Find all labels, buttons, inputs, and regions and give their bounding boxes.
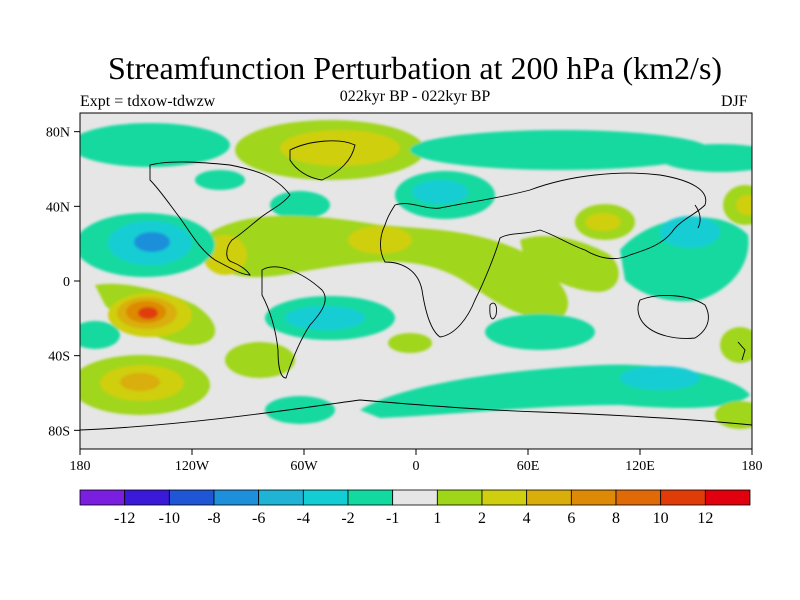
negative-anomaly-canada (195, 170, 245, 190)
coastline-australia (637, 295, 709, 339)
colorbar: -12 -10 -8 -6 -4 -2 -1 1 2 4 6 8 10 12 (79, 489, 751, 527)
experiment-label: Expt = tdxow-tdwzw (80, 93, 216, 110)
colorbar-swatch (615, 489, 662, 506)
lat-tick-label: 0 (63, 275, 70, 290)
colorbar-label: -8 (207, 510, 220, 527)
positive-anomaly-asia-core (585, 213, 621, 231)
colorbar-swatch (168, 489, 215, 506)
map-title: Streamfunction Perturbation at 200 hPa (… (107, 50, 723, 86)
colorbar-label: 12 (697, 510, 713, 527)
colorbar-swatch (213, 489, 260, 506)
lon-tick-label: 0 (413, 459, 420, 474)
negative-anomaly-south-pacific-west (80, 321, 120, 349)
negative-anomaly-siberia (410, 130, 710, 170)
positive-anomaly-nw-pacific-core (736, 195, 752, 215)
colorbar-label: -12 (114, 510, 135, 527)
colorbar-swatch (481, 489, 528, 506)
positive-anomaly-arctic-core (280, 130, 400, 166)
coastline-layer (80, 140, 752, 431)
negative-anomaly-south-indian (485, 314, 595, 350)
colorbar-label: 6 (567, 510, 575, 527)
colorbar-swatch (302, 489, 349, 506)
colorbar-swatch (704, 489, 751, 506)
colorbar-label: 1 (433, 510, 441, 527)
negative-anomaly-west-pacific-core (660, 216, 720, 248)
lon-tick-label: 60E (517, 459, 540, 474)
negative-anomaly-drake (265, 396, 335, 424)
colorbar-label: -2 (341, 510, 354, 527)
colorbar-swatch (347, 489, 394, 506)
positive-anomaly-nz (720, 327, 752, 363)
lon-tick-label: 120E (625, 459, 655, 474)
positive-anomaly-tropical-core (348, 226, 412, 254)
positive-anomaly-southern-pacific-core (120, 373, 160, 391)
colorbar-label: 2 (478, 510, 486, 527)
colorbar-label: 10 (653, 510, 669, 527)
negative-anomaly-southern-ocean-core (620, 366, 700, 390)
season-label: DJF (721, 93, 748, 110)
colorbar-label: 8 (612, 510, 620, 527)
colorbar-label: -10 (159, 510, 180, 527)
negative-anomaly-pacific-arctic (80, 123, 230, 167)
negative-anomaly-atlantic (270, 191, 330, 219)
coastline-north-america (149, 161, 291, 276)
lon-tick-label: 180 (742, 459, 763, 474)
lon-tick-label: 60W (290, 459, 318, 474)
map-subtitle: 022kyr BP - 022kyr BP (339, 88, 491, 105)
lat-tick-label: 80S (48, 424, 70, 439)
negative-anomaly-far-east (660, 144, 752, 172)
coastline-greenland (289, 140, 356, 181)
colorbar-swatch (526, 489, 572, 506)
latitude-axis: 80N 40N 0 40S 80S (46, 126, 80, 439)
colorbar-label: -4 (297, 510, 310, 527)
colorbar-swatch (570, 489, 617, 506)
colorbar-swatch (79, 489, 126, 506)
contour-fill-layer (80, 120, 752, 429)
colorbar-label: -6 (252, 510, 265, 527)
coastline-nz (737, 341, 746, 361)
lon-tick-label: 120W (175, 459, 210, 474)
negative-anomaly-north-pacific-core (134, 232, 170, 252)
coastline-south-america (261, 266, 326, 379)
colorbar-swatch (392, 489, 438, 506)
colorbar-label: -1 (386, 510, 399, 527)
positive-anomaly-south-pacific-core (138, 307, 158, 319)
coastline-antarctica (80, 399, 752, 431)
positive-anomaly-south-america (225, 342, 295, 378)
colorbar-swatch (258, 489, 304, 506)
coastline-japan (694, 204, 701, 229)
lat-tick-label: 80N (46, 126, 70, 141)
positive-anomaly-south-africa (388, 333, 432, 353)
colorbar-swatch (436, 489, 483, 506)
colorbar-swatch (660, 489, 706, 506)
colorbar-swatch (124, 489, 170, 506)
lat-tick-label: 40S (48, 350, 70, 365)
positive-anomaly-ross (715, 401, 752, 429)
longitude-axis: 180 120W 60W 0 60E 120E 180 (70, 449, 763, 474)
lon-tick-label: 180 (70, 459, 91, 474)
positive-anomaly-tropical-atlantic (200, 215, 569, 320)
positive-anomaly-indian-ocean (520, 235, 619, 292)
coastline-africa-eurasia (380, 172, 707, 338)
coastline-madagascar (489, 302, 497, 320)
negative-anomaly-south-atlantic-core (285, 306, 365, 330)
lat-tick-label: 40N (46, 200, 70, 215)
colorbar-label: 4 (523, 510, 531, 527)
negative-anomaly-europe-core (412, 180, 468, 204)
